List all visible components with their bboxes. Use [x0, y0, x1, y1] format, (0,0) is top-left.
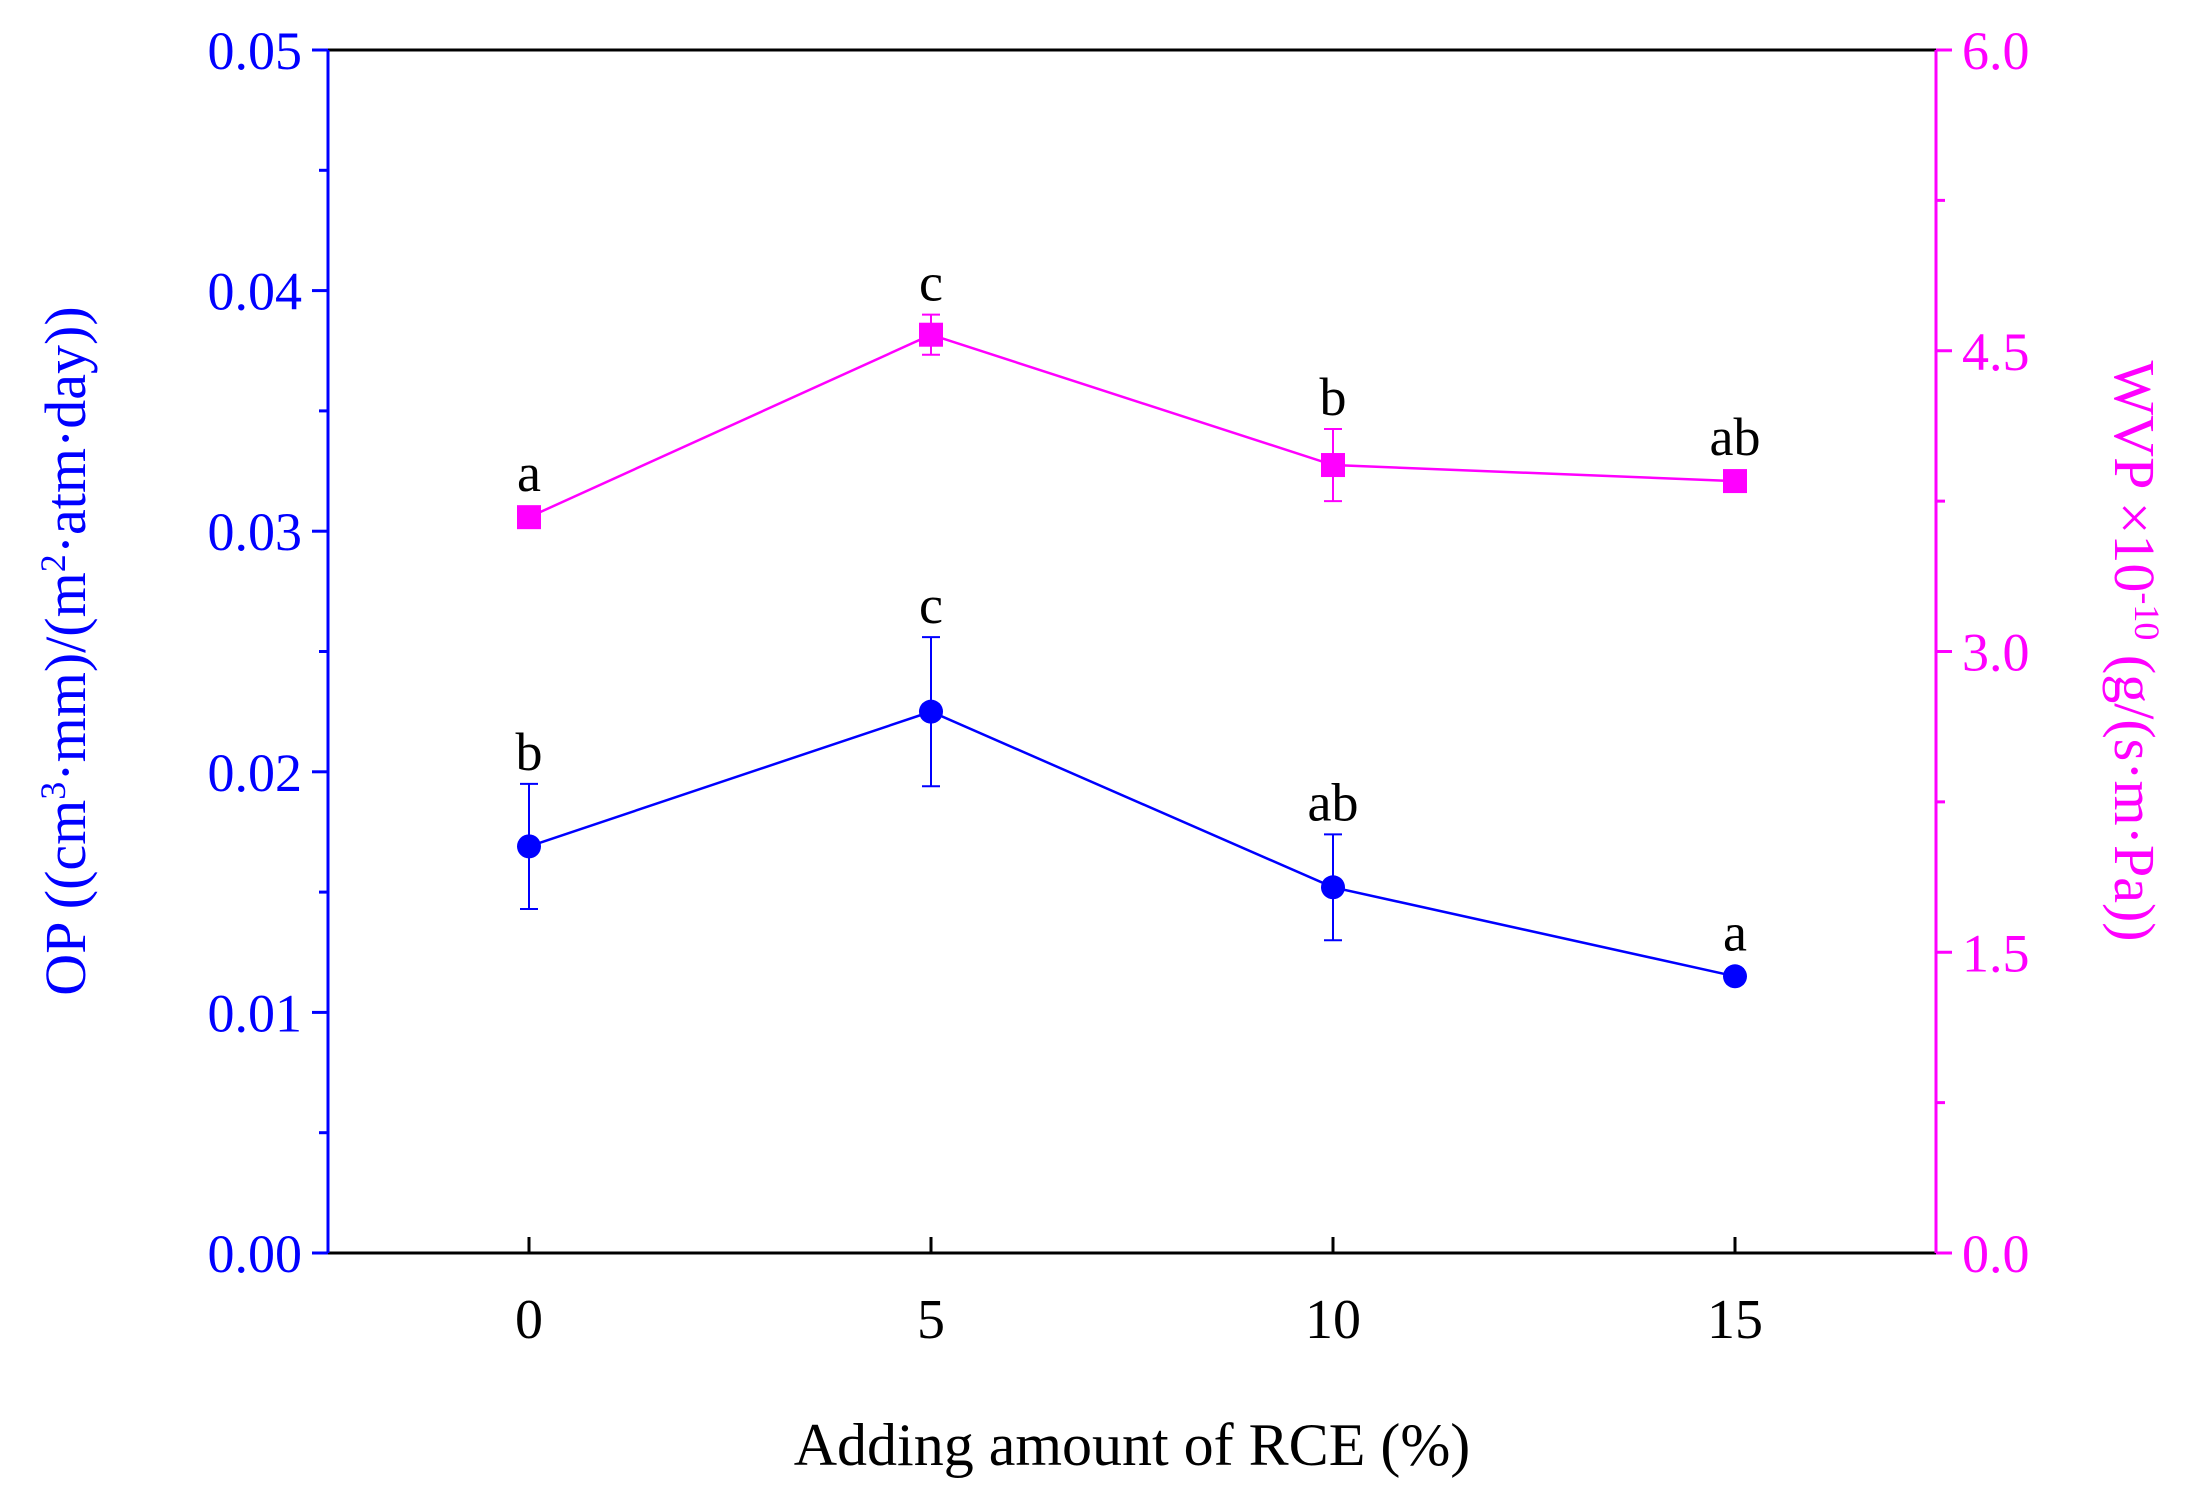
x-tick-label: 0	[515, 1289, 543, 1351]
x-tick-label: 10	[1305, 1289, 1361, 1351]
x-axis-label: Adding amount of RCE (%)	[794, 1412, 1471, 1478]
x-tick-label: 5	[917, 1289, 945, 1351]
left-tick-label: 0.05	[208, 21, 303, 81]
op-point	[1723, 964, 1747, 989]
right-axis-label-part1: WVP ×10	[2102, 360, 2167, 592]
left-axis-label-part3: ·atm·day))	[33, 306, 98, 554]
left-tick-label: 0.02	[208, 743, 303, 803]
left-tick-label: 0.00	[208, 1224, 303, 1284]
op-point	[919, 699, 943, 724]
op-significance-label: ab	[1308, 772, 1359, 832]
right-tick-label: 0.0	[1962, 1224, 2030, 1284]
right-tick-label: 4.5	[1962, 322, 2030, 382]
right-axis-ticks: 0.0 1.5 3.0 4.5 6.0	[1936, 21, 2030, 1284]
right-tick-label: 1.5	[1962, 923, 2030, 983]
op-series-line	[528, 710, 1736, 978]
x-axis-ticks: 0 5 10 15	[515, 1237, 1763, 1351]
op-significance-label: b	[516, 722, 543, 782]
left-axis-label-sup1: 3	[33, 782, 73, 800]
wvp-significance-label: c	[919, 253, 943, 313]
right-tick-label: 6.0	[1962, 21, 2030, 81]
right-tick-label: 3.0	[1962, 623, 2030, 683]
wvp-significance-label: ab	[1710, 407, 1761, 467]
right-axis-label-sup: -10	[2127, 592, 2167, 640]
op-significance-label: a	[1723, 902, 1747, 962]
wvp-series-line	[528, 333, 1736, 519]
wvp-point	[517, 505, 541, 530]
op-point	[517, 834, 541, 859]
left-axis-label-sup2: 2	[33, 554, 73, 572]
left-tick-label: 0.03	[208, 502, 303, 562]
left-axis-label-part1: OP ((cm	[33, 800, 98, 996]
left-axis-ticks: 0.00 0.01 0.02 0.03 0.04 0.05	[208, 21, 328, 1284]
op-significance-label: c	[919, 575, 943, 635]
left-tick-label: 0.01	[208, 983, 303, 1043]
left-axis-label-part2: ·mm)/(m	[33, 572, 98, 781]
left-tick-label: 0.04	[208, 262, 303, 322]
wvp-significance-label: b	[1320, 367, 1347, 427]
wvp-point	[919, 322, 943, 347]
wvp-point	[1723, 469, 1747, 494]
right-axis-label-part2: (g/(s·m·Pa))	[2102, 640, 2167, 941]
wvp-significance-label: a	[517, 443, 541, 503]
op-point	[1321, 875, 1345, 900]
series-layer: b c ab a a c b ab	[516, 253, 1761, 989]
x-tick-label: 15	[1707, 1289, 1763, 1351]
left-axis-label: OP ((cm3·mm)/(m2·atm·day))	[33, 306, 98, 995]
right-axis-label: WVP ×10-10 (g/(s·m·Pa))	[2102, 360, 2167, 941]
wvp-point	[1321, 453, 1345, 478]
